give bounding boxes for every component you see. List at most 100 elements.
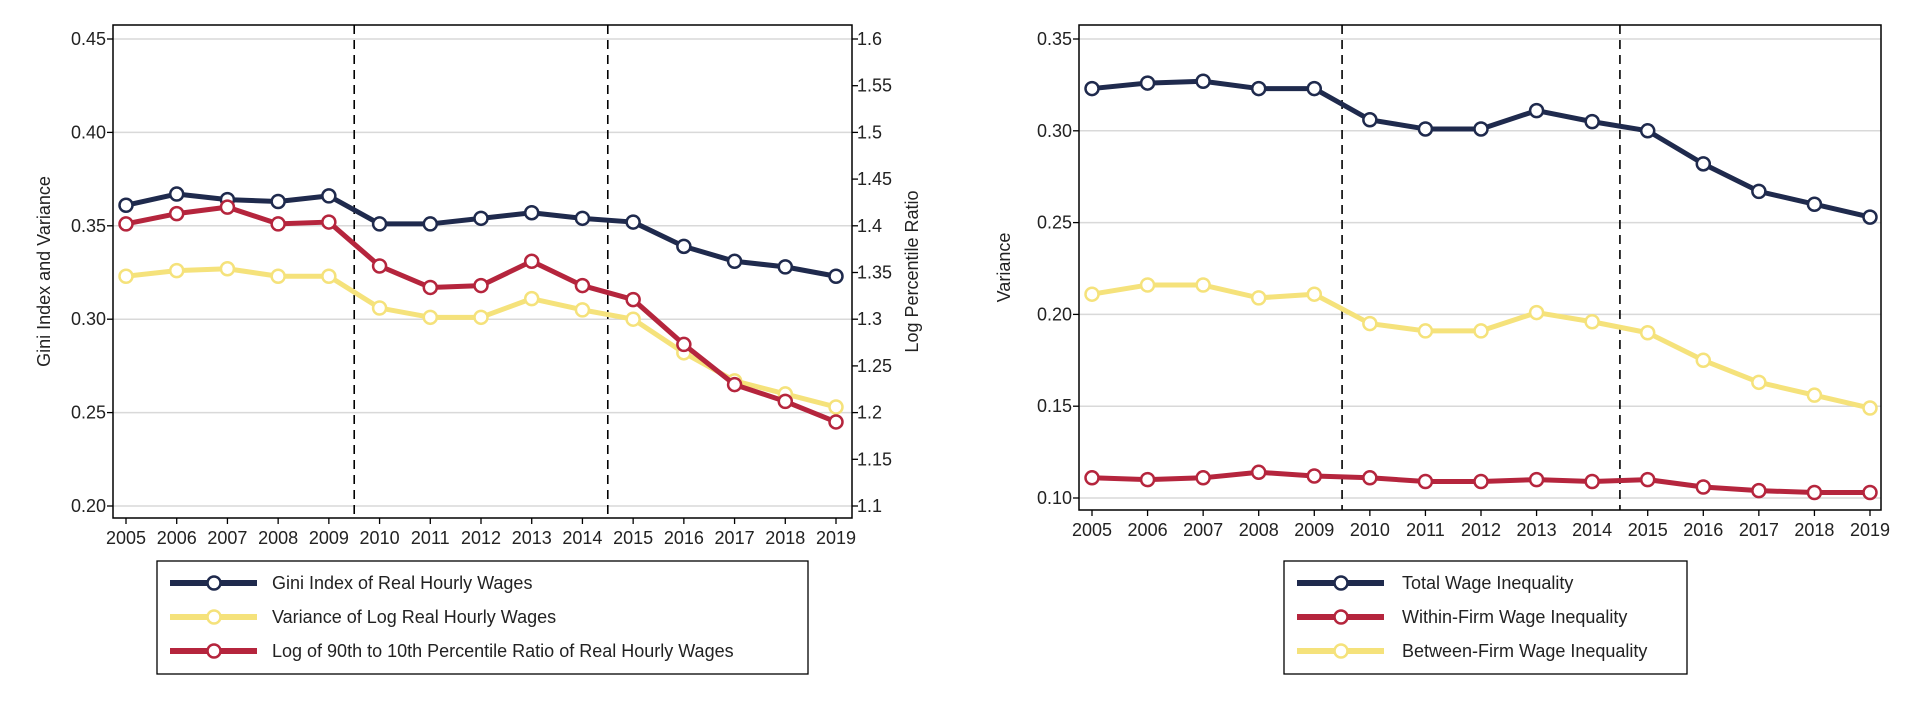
data-point xyxy=(1139,471,1156,488)
x-tick-label: 2007 xyxy=(1183,520,1223,540)
legend-swatch-marker xyxy=(1333,643,1349,659)
data-point xyxy=(574,210,591,227)
data-point xyxy=(828,399,844,415)
x-tick-label: 2013 xyxy=(1517,520,1557,540)
data-point xyxy=(1417,473,1434,490)
data-point xyxy=(1751,183,1767,200)
data-point xyxy=(1362,112,1378,128)
y2-tick-label: 1.1 xyxy=(857,496,882,516)
data-point xyxy=(777,393,794,410)
data-point xyxy=(473,210,489,227)
legend-swatch-marker xyxy=(1333,609,1349,625)
data-point xyxy=(1862,209,1878,225)
data-point xyxy=(1584,313,1600,330)
x-tick-label: 2005 xyxy=(106,528,146,548)
data-point xyxy=(523,204,540,221)
series-3 xyxy=(1084,277,1878,416)
data-point xyxy=(574,302,591,318)
data-point xyxy=(321,188,337,204)
data-point xyxy=(1195,470,1211,486)
data-point xyxy=(1084,286,1100,302)
data-point xyxy=(1584,473,1600,490)
data-point xyxy=(168,262,185,279)
data-point xyxy=(1306,468,1323,484)
data-point xyxy=(1862,484,1878,501)
y-tick-label: 0.20 xyxy=(71,496,106,516)
data-point xyxy=(1250,464,1267,481)
y2-tick-label: 1.2 xyxy=(857,403,882,423)
data-point xyxy=(1417,121,1434,137)
data-point xyxy=(1806,387,1823,403)
x-tick-label: 2013 xyxy=(512,528,552,548)
data-point xyxy=(422,309,439,326)
data-point xyxy=(1139,75,1156,91)
data-point xyxy=(625,214,641,230)
data-point xyxy=(1417,323,1434,339)
x-tick-label: 2014 xyxy=(562,528,602,548)
x-tick-label: 2009 xyxy=(309,528,349,548)
data-point xyxy=(118,197,134,214)
data-point xyxy=(270,216,286,232)
data-point xyxy=(270,193,286,210)
data-point xyxy=(118,268,134,284)
plot-frame xyxy=(112,24,853,519)
x-tick-label: 2006 xyxy=(1128,520,1168,540)
x-tick-label: 2017 xyxy=(715,528,755,548)
legend-label: Log of 90th to 10th Percentile Ratio of … xyxy=(272,641,734,661)
data-point xyxy=(473,309,489,326)
data-point xyxy=(523,290,540,307)
data-point xyxy=(1695,479,1712,495)
data-point xyxy=(1139,277,1156,293)
series-1 xyxy=(118,186,844,284)
data-point xyxy=(270,268,286,284)
data-point xyxy=(168,186,185,202)
x-tick-label: 2018 xyxy=(1794,520,1834,540)
data-point xyxy=(168,205,185,222)
chart-1: 0.20 0.25 0.30 0.35 0.40 0.45 1.1 1.15 1.2 1.25 1.… xyxy=(34,24,922,675)
data-point xyxy=(1528,304,1545,321)
data-point xyxy=(371,216,388,232)
y2-axis-title: Log Percentile Ratio xyxy=(902,190,922,352)
data-point xyxy=(1751,482,1767,499)
data-point xyxy=(574,277,591,294)
data-point xyxy=(1862,400,1878,416)
data-point xyxy=(828,414,844,430)
data-point xyxy=(1751,374,1767,391)
y2-tick-label: 1.25 xyxy=(857,356,892,376)
y2-tick-label: 1.3 xyxy=(857,309,882,329)
y-tick-label: 0.30 xyxy=(1037,121,1072,141)
data-point xyxy=(828,268,844,284)
data-point xyxy=(473,277,489,294)
data-point xyxy=(219,261,236,277)
legend: Total Wage Inequality Within-Firm Wage In… xyxy=(1283,560,1688,675)
x-tick-label: 2017 xyxy=(1739,520,1779,540)
x-tick-label: 2016 xyxy=(664,528,704,548)
data-point xyxy=(1806,196,1823,212)
plot-frame xyxy=(1078,24,1882,511)
data-point xyxy=(1584,113,1600,130)
series-2 xyxy=(1084,464,1878,501)
data-point xyxy=(118,216,134,232)
x-tick-label: 2008 xyxy=(258,528,298,548)
x-tick-label: 2011 xyxy=(1406,520,1445,540)
legend-swatch-marker xyxy=(206,643,222,659)
data-point xyxy=(1250,290,1267,306)
data-point xyxy=(1250,80,1267,97)
x-tick-label: 2014 xyxy=(1572,520,1612,540)
series-1 xyxy=(1084,73,1878,225)
data-point xyxy=(523,253,540,270)
legend-label: Between-Firm Wage Inequality xyxy=(1402,641,1647,661)
x-tick-label: 2018 xyxy=(765,528,805,548)
y-tick-label: 0.25 xyxy=(71,403,106,423)
data-point xyxy=(371,300,388,316)
x-tick-label: 2010 xyxy=(360,528,400,548)
legend-swatch-marker xyxy=(206,609,222,625)
data-point xyxy=(371,258,388,274)
legend-label: Gini Index of Real Hourly Wages xyxy=(272,573,532,593)
y-tick-label: 0.35 xyxy=(71,216,106,236)
x-tick-label: 2010 xyxy=(1350,520,1390,540)
x-tick-label: 2015 xyxy=(1628,520,1668,540)
data-point xyxy=(1528,471,1545,488)
